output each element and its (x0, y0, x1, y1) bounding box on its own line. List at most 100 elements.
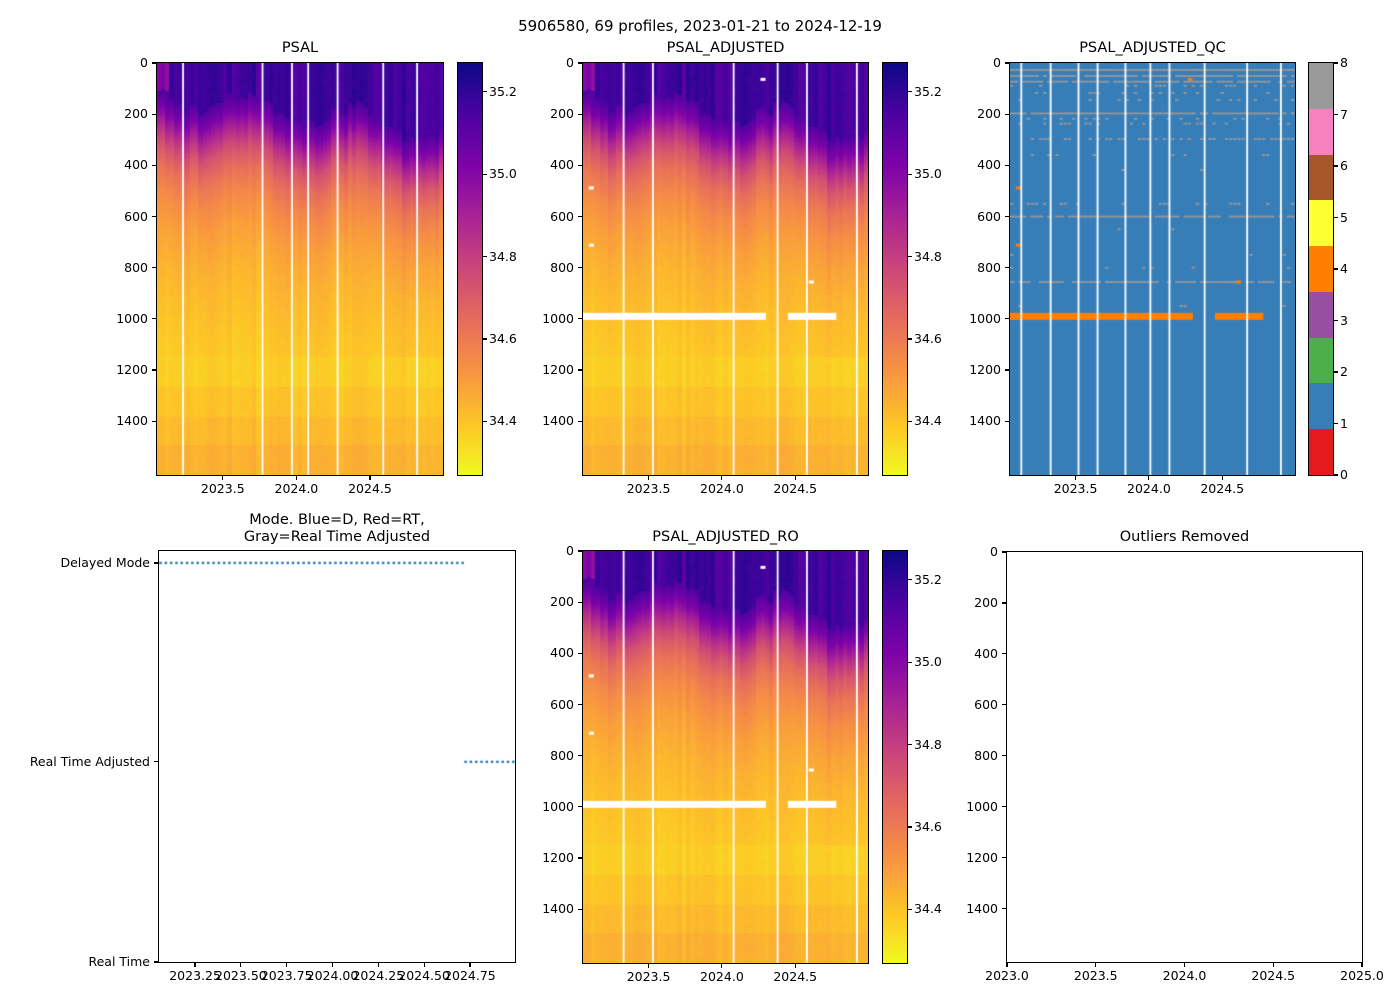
psal-adjusted-qc-x-tickmark (1221, 476, 1223, 480)
qc-colorbar-tickmark (1334, 268, 1338, 270)
psal-adjusted-ro-y-tickmark (578, 806, 582, 808)
psal-adjusted-y-tickmark (578, 267, 582, 269)
psal-adjusted-qc-y-tickmark (1005, 215, 1009, 218)
outliers-title: Outliers Removed (1119, 529, 1250, 545)
psal-adjusted-ro-colorbar-tickmark (908, 908, 912, 911)
psal-y-tickmark (152, 420, 156, 422)
qc-colorbar (1308, 62, 1334, 476)
psal-x-tickmark (369, 476, 371, 480)
psal-adjusted-qc-y-tick-label: 400 (977, 157, 1001, 173)
psal-colorbar-tick-label: 34.4 (489, 413, 517, 429)
psal-adjusted-ro-y-tickmark (578, 908, 582, 910)
psal-adjusted-ro-y-tick-label: 400 (550, 645, 574, 661)
qc-colorbar-tickmark (1334, 165, 1338, 167)
psal-plot (156, 62, 444, 476)
psal-adjusted-x-tickmark (647, 476, 650, 480)
psal-adjusted-qc-heatmap-canvas (1010, 63, 1295, 475)
psal-y-tickmark (152, 369, 156, 371)
psal-adjusted-ro-y-tickmark (578, 755, 582, 757)
qc-colorbar-tickmark (1334, 474, 1338, 476)
psal-adjusted-ro-colorbar-tick-label: 34.8 (914, 736, 942, 752)
psal-adjusted-ro-colorbar-tickmark (908, 826, 912, 828)
psal-adjusted-y-tick-label: 800 (550, 259, 574, 275)
psal-adjusted-ro-colorbar-tick-label: 35.2 (914, 571, 942, 587)
psal-adjusted-y-tickmark (578, 420, 582, 422)
outliers-y-tick-label: 0 (990, 544, 998, 559)
psal-adjusted-ro-y-tick-label: 800 (550, 747, 574, 763)
psal-y-tickmark (152, 267, 156, 269)
psal-y-tick-label: 800 (124, 259, 148, 275)
outliers-x-tick-label: 2025.0 (1340, 968, 1384, 983)
psal-y-tickmark (152, 113, 156, 115)
mode-title: Mode. Blue=D, Red=RT, Gray=Real Time Adj… (159, 512, 515, 546)
mode-y-tick-label: Delayed Mode (60, 554, 150, 570)
psal-adjusted-colorbar-tick-label: 35.0 (914, 166, 942, 182)
psal-adjusted-ro-x-tick-label: 2024.0 (700, 969, 744, 984)
psal-y-tickmark (152, 62, 156, 64)
psal-adjusted-ro-x-tickmark (721, 964, 723, 968)
psal-adjusted-y-tickmark (578, 215, 582, 218)
mode-x-tick-label: 2024.25 (352, 968, 405, 983)
psal-adjusted-qc-y-tick-label: 800 (977, 259, 1001, 275)
mode-x-tick-label: 2024.00 (306, 968, 359, 983)
qc-colorbar-segment-flag-0 (1309, 429, 1333, 475)
psal-adjusted-y-tick-label: 200 (550, 106, 574, 122)
qc-colorbar-segment-flag-4 (1309, 246, 1333, 292)
mode-y-tick-label: Real Time (88, 954, 150, 969)
psal-adjusted-qc-y-tickmark (1005, 62, 1009, 64)
psal-adjusted-ro-colorbar-tickmark (908, 579, 912, 581)
qc-colorbar-tickmark (1334, 113, 1338, 116)
psal-colorbar-tickmark (483, 420, 487, 423)
psal-y-tick-label: 600 (124, 208, 148, 224)
qc-colorbar-tick-label: 4 (1340, 261, 1348, 276)
psal-adjusted-y-tick-label: 400 (550, 157, 574, 173)
psal-adjusted-ro-x-tickmark (647, 964, 650, 968)
outliers-x-tickmark (1183, 963, 1186, 967)
psal-adjusted-y-tickmark (578, 113, 582, 115)
psal-adjusted-qc-y-tickmark (1005, 420, 1009, 422)
mode-title-line2: Gray=Real Time Adjusted (243, 529, 431, 545)
psal-adjusted-colorbar-tick-label: 34.6 (914, 331, 942, 347)
qc-colorbar-tickmark (1334, 62, 1338, 64)
qc-colorbar-tick-label: 8 (1340, 55, 1348, 70)
psal-colorbar-tick-label: 35.2 (489, 83, 517, 99)
qc-colorbar-segment-flag-6 (1309, 154, 1333, 201)
psal-colorbar-tick-label: 35.0 (489, 166, 517, 182)
mode-x-tick-label: 2024.50 (398, 968, 450, 983)
psal-adjusted-ro-y-tick-label: 0 (566, 543, 574, 558)
psal-adjusted-qc-y-tick-label: 1200 (969, 362, 1001, 378)
mode-x-tickmark (377, 963, 379, 967)
psal-adjusted-y-tick-label: 600 (550, 208, 574, 224)
mode-scatter-canvas (159, 551, 515, 962)
qc-colorbar-tickmark (1334, 319, 1338, 322)
psal-colorbar-tick-label: 34.8 (489, 248, 517, 264)
psal-adjusted-colorbar-tickmark (908, 420, 912, 423)
psal-adjusted-ro-heatmap-canvas (583, 551, 868, 963)
mode-x-tick-label: 2023.75 (260, 968, 313, 983)
psal-adjusted-qc-x-tick-label: 2024.0 (1127, 481, 1171, 496)
outliers-y-tick-label: 600 (974, 696, 998, 712)
qc-colorbar-tick-label: 2 (1340, 364, 1348, 379)
psal-adjusted-qc-x-tickmark (1074, 476, 1077, 480)
psal-adjusted-y-tickmark (578, 164, 582, 166)
psal-adjusted-ro-colorbar-tickmark (908, 661, 912, 663)
psal-adjusted-y-tick-label: 1000 (542, 310, 574, 326)
psal-heatmap-canvas (157, 63, 443, 475)
psal-adjusted-qc-x-tickmark (1148, 476, 1150, 480)
psal-adjusted-qc-x-tick-label: 2024.5 (1200, 481, 1245, 496)
psal-adjusted-colorbar (882, 62, 908, 476)
psal-adjusted-ro-colorbar (882, 550, 908, 964)
psal-adjusted-ro-y-tickmark (578, 550, 582, 552)
psal-y-tick-label: 0 (140, 55, 148, 70)
mode-x-tickmark (469, 963, 471, 967)
mode-title-line1: Mode. Blue=D, Red=RT, (249, 512, 425, 528)
mode-x-tickmark (194, 963, 196, 967)
psal-y-tick-label: 400 (124, 157, 148, 173)
psal-adjusted-ro-y-tickmark (578, 857, 582, 859)
qc-colorbar-segment-flag-2 (1309, 337, 1333, 384)
outliers-y-tickmark (1002, 907, 1006, 910)
psal-adjusted-colorbar-tick-label: 34.4 (914, 413, 942, 429)
outliers-x-tick-label: 2024.0 (1162, 968, 1207, 983)
psal-colorbar-gradient (458, 63, 482, 475)
qc-colorbar-tick-label: 3 (1340, 312, 1348, 328)
